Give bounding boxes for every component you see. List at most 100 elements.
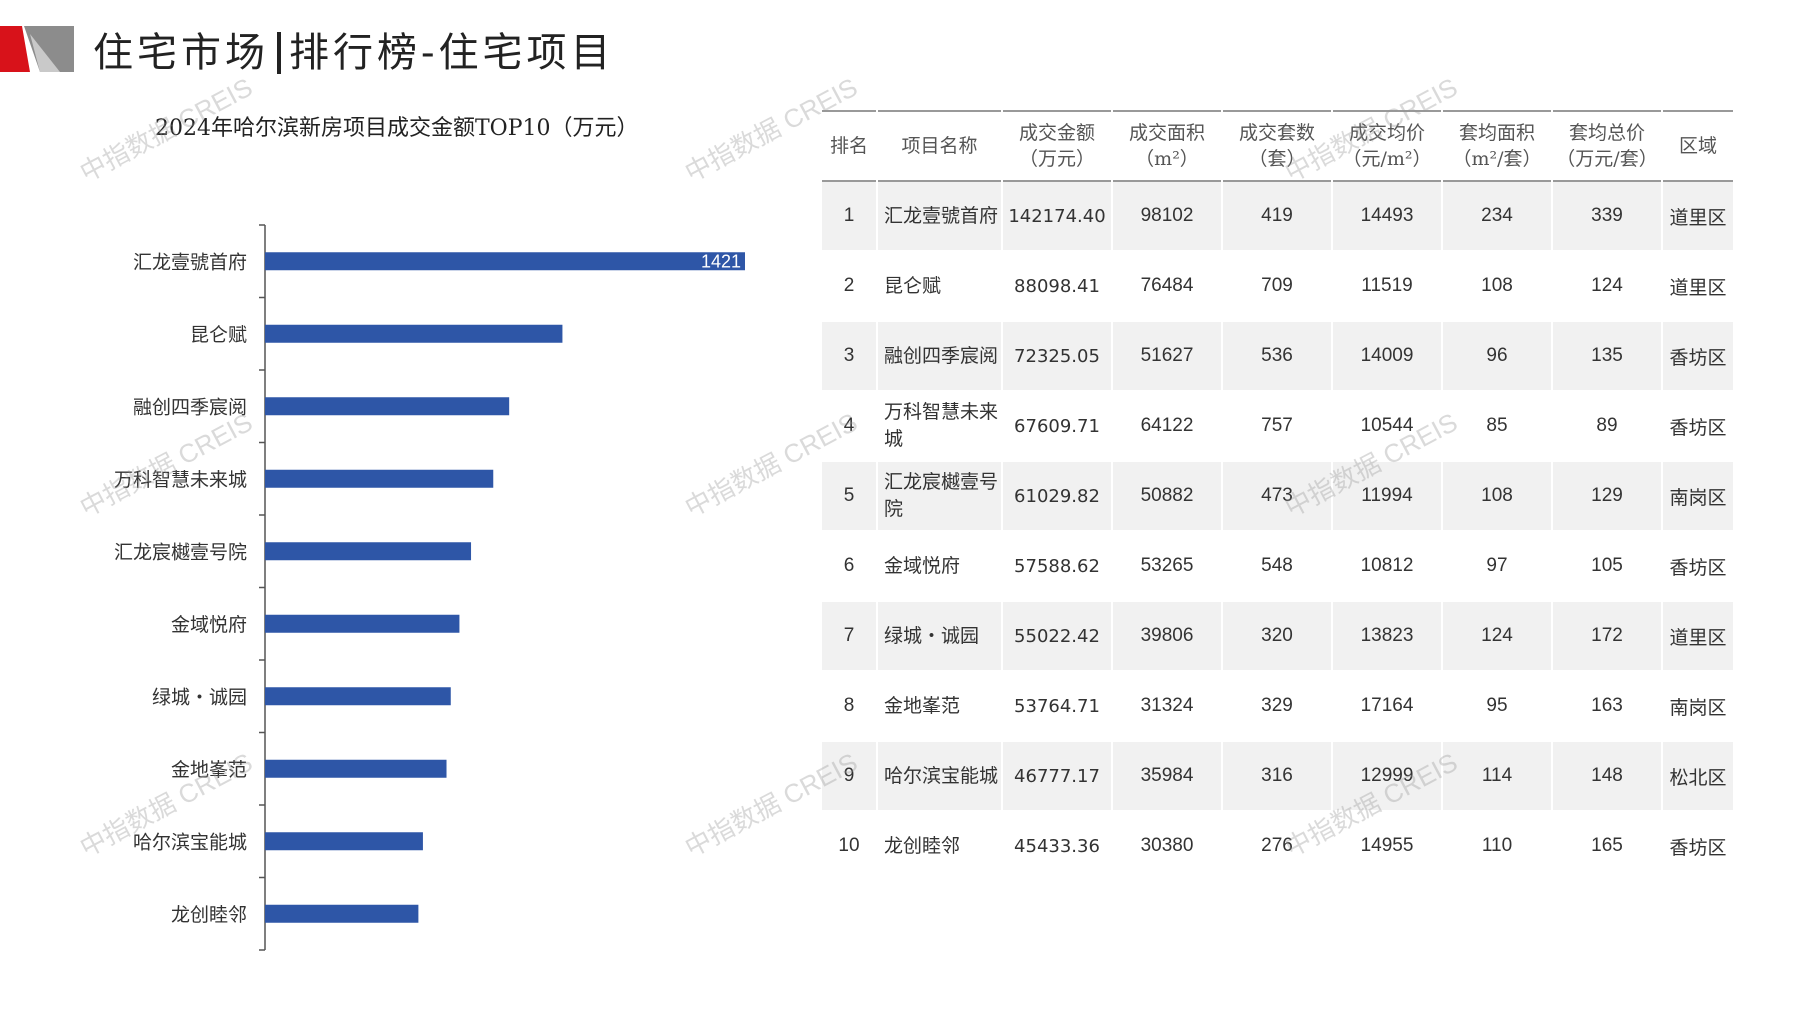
table-cell: 89 bbox=[1552, 391, 1663, 462]
table-header-row: 排名 项目名称 成交金额 （万元） 成交面积 （m²） 成交套数 （套） 成交均价 （元/m²） 套… bbox=[822, 111, 1735, 181]
table-cell: 14955 bbox=[1332, 811, 1443, 882]
table-cell: 道里区 bbox=[1662, 181, 1735, 252]
table-row: 10 龙创睦邻 45433.36 30380 276 14955 110 165 香坊区 bbox=[822, 811, 1735, 882]
table-header-text: 成交面积 bbox=[1128, 122, 1205, 144]
ranking-table: 排名 项目名称 成交金额 （万元） 成交面积 （m²） 成交套数 （套） 成交均价 （元/m²） 套… bbox=[822, 110, 1735, 882]
table-header-cell: 区域 bbox=[1662, 111, 1735, 181]
table-cell: 4 bbox=[822, 391, 878, 462]
page-title-right: 排行榜-住宅项目 bbox=[289, 30, 615, 76]
table-header-cell: 套均面积 （m²/套） bbox=[1442, 111, 1553, 181]
table-row: 2 昆仑赋 88098.41 76484 709 11519 108 124 道里区 bbox=[822, 251, 1735, 322]
table-header-text: （万元） bbox=[1018, 148, 1095, 170]
table-row: 7 绿城・诚园 55022.42 39806 320 13823 124 172 道里区 bbox=[822, 601, 1735, 672]
table-cell: 473 bbox=[1222, 461, 1333, 532]
category-label: 哈尔滨宝能城 bbox=[133, 831, 247, 853]
table-cell: 53764.71 bbox=[1002, 671, 1113, 742]
table-header-cell: 排名 bbox=[822, 111, 878, 181]
bar-chart: 汇龙壹號首府 1421 昆仑赋融创四季宸阅万科智慧未来城汇龙宸樾壹号院金域悦府绿城・… bbox=[114, 224, 745, 951]
category-label: 融创四季宸阅 bbox=[133, 396, 247, 418]
bar bbox=[265, 252, 745, 271]
table-cell: 548 bbox=[1222, 531, 1333, 602]
table-cell: 316 bbox=[1222, 741, 1333, 812]
table-cell: 97 bbox=[1442, 531, 1553, 602]
table-cell: 10544 bbox=[1332, 391, 1443, 462]
table-cell: 108 bbox=[1442, 251, 1553, 322]
table-header-text: （万元/套） bbox=[1556, 148, 1658, 170]
bar bbox=[265, 324, 563, 343]
table-cell: 124 bbox=[1442, 601, 1553, 672]
table-cell: 11994 bbox=[1332, 461, 1443, 532]
table-row: 5 汇龙宸樾壹号院 61029.82 50882 473 11994 108 129 南岗区 bbox=[822, 461, 1735, 532]
table-cell: 135 bbox=[1552, 321, 1663, 392]
table-cell: 88098.41 bbox=[1002, 251, 1113, 322]
table-cell: 6 bbox=[822, 531, 878, 602]
table-cell: 129 bbox=[1552, 461, 1663, 532]
table-cell: 50882 bbox=[1112, 461, 1223, 532]
table-header-text: 排名 bbox=[829, 135, 868, 157]
table-header-text: （m²） bbox=[1135, 148, 1199, 170]
table-row: 9 哈尔滨宝能城 46777.17 35984 316 12999 114 148 松北区 bbox=[822, 741, 1735, 812]
table-cell: 172 bbox=[1552, 601, 1663, 672]
category-label: 汇龙壹號首府 bbox=[133, 251, 247, 273]
creis-logo bbox=[0, 26, 74, 72]
table-cell: 香坊区 bbox=[1662, 531, 1735, 602]
category-label: 金域悦府 bbox=[171, 614, 247, 636]
category-label: 万科智慧未来城 bbox=[114, 469, 247, 491]
table-cell: 9 bbox=[822, 741, 878, 812]
table-cell: 124 bbox=[1552, 251, 1663, 322]
table-cell: 1 bbox=[822, 181, 878, 252]
table-cell: 320 bbox=[1222, 601, 1333, 672]
table-cell: 13823 bbox=[1332, 601, 1443, 672]
table-cell: 金域悦府 bbox=[877, 531, 1003, 602]
table-cell: 金地峯范 bbox=[877, 671, 1003, 742]
table-cell: 276 bbox=[1222, 811, 1333, 882]
table-cell: 98102 bbox=[1112, 181, 1223, 252]
table-header-text: （m²/套） bbox=[1452, 148, 1542, 170]
table-cell: 46777.17 bbox=[1002, 741, 1113, 812]
table-cell: 昆仑赋 bbox=[877, 251, 1003, 322]
table-cell: 道里区 bbox=[1662, 601, 1735, 672]
table-cell: 南岗区 bbox=[1662, 671, 1735, 742]
table-cell: 8 bbox=[822, 671, 878, 742]
table-cell: 香坊区 bbox=[1662, 321, 1735, 392]
table-cell: 105 bbox=[1552, 531, 1663, 602]
table-cell: 51627 bbox=[1112, 321, 1223, 392]
table-cell: 53265 bbox=[1112, 531, 1223, 602]
table-cell: 39806 bbox=[1112, 601, 1223, 672]
table-cell: 96 bbox=[1442, 321, 1553, 392]
table-header-text: 成交套数 bbox=[1238, 122, 1315, 144]
table-cell: 5 bbox=[822, 461, 878, 532]
table-cell: 57588.62 bbox=[1002, 531, 1113, 602]
table-row: 3 融创四季宸阅 72325.05 51627 536 14009 96 135 香坊区 bbox=[822, 321, 1735, 392]
chart-title: 2024年哈尔滨新房项目成交金额TOP10（万元） bbox=[155, 116, 639, 141]
table-cell: 163 bbox=[1552, 671, 1663, 742]
table-cell: 7 bbox=[822, 601, 878, 672]
table-cell: 2 bbox=[822, 251, 878, 322]
table-cell: 35984 bbox=[1112, 741, 1223, 812]
logo-red-shape bbox=[0, 26, 30, 72]
table-row: 4 万科智慧未来城 67609.71 64122 757 10544 85 89 香坊区 bbox=[822, 391, 1735, 462]
table-cell: 龙创睦邻 bbox=[877, 811, 1003, 882]
table-cell: 45433.36 bbox=[1002, 811, 1113, 882]
category-label: 金地峯范 bbox=[171, 759, 247, 781]
logo-grey-shape bbox=[24, 26, 74, 72]
table-cell: 339 bbox=[1552, 181, 1663, 252]
table-cell: 万科智慧未来城 bbox=[877, 391, 1003, 462]
table-cell: 234 bbox=[1442, 181, 1553, 252]
table-cell: 17164 bbox=[1332, 671, 1443, 742]
table-header-text: （元/m²） bbox=[1342, 148, 1432, 170]
bar-data-label: 1421 bbox=[701, 251, 741, 271]
table-cell: 95 bbox=[1442, 671, 1553, 742]
table-cell: 110 bbox=[1442, 811, 1553, 882]
table-cell: 709 bbox=[1222, 251, 1333, 322]
title-separator bbox=[277, 32, 281, 74]
table-cell: 14493 bbox=[1332, 181, 1443, 252]
bar bbox=[265, 542, 472, 561]
table-cell: 329 bbox=[1222, 671, 1333, 742]
table-cell: 536 bbox=[1222, 321, 1333, 392]
table-cell: 融创四季宸阅 bbox=[877, 321, 1003, 392]
table-cell: 10 bbox=[822, 811, 878, 882]
table-cell: 55022.42 bbox=[1002, 601, 1113, 672]
table-header-text: （套） bbox=[1248, 148, 1306, 170]
table-cell: 31324 bbox=[1112, 671, 1223, 742]
